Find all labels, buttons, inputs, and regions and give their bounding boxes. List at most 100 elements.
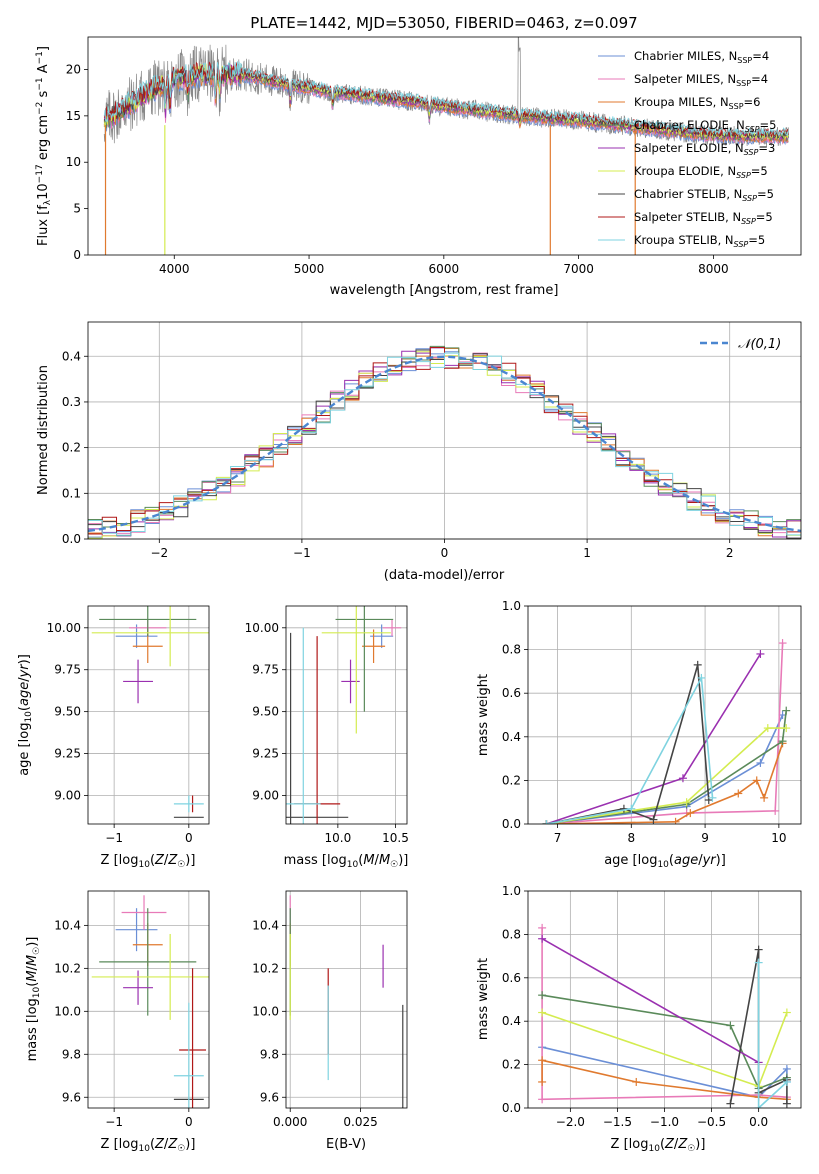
weight-marker: [678, 774, 687, 783]
error-bars: [289, 895, 404, 1108]
weight-marker: [778, 737, 787, 746]
y-tick-label: 10.4: [54, 918, 81, 932]
weight-marker: [538, 991, 547, 1000]
weight-lines: [542, 639, 791, 824]
grid: [286, 891, 407, 1108]
y-tick-label: 9.25: [54, 747, 81, 761]
z-age-panel: −1 0 9.00 9.25 9.50 9.75 10.00 Z [log10(Z/Z☉)]…: [17, 605, 210, 870]
y-tick-label: 10.4: [252, 918, 279, 932]
weight-marker: [782, 1099, 791, 1108]
weight-marker: [538, 1056, 547, 1065]
residual-histogram: [88, 352, 801, 539]
z-age-xlabel: Z [log10(Z/Z☉)]: [101, 853, 196, 870]
z-mass-xlabel: Z [log10(Z/Z☉)]: [101, 1137, 196, 1154]
y-tick-label: 0.8: [502, 927, 521, 941]
legend-label: Salpeter STELIB, NSSP=5: [634, 210, 773, 226]
y-tick-label: 0.4: [502, 730, 521, 744]
y-tick-label: 0.0: [502, 817, 521, 831]
model-spectrum-line: [103, 64, 789, 142]
error-bar-point: [173, 795, 204, 813]
x-tick-label: 0.0: [749, 1115, 768, 1129]
ticks: −2.0 −1.5 −1.0 −0.5 0.0 0.0 0.2 0.4 0.6 0.8 1.0: [502, 884, 768, 1129]
weight-marker: [697, 673, 706, 682]
y-tick-label: 1.0: [502, 884, 521, 898]
weight-series-line: [546, 714, 784, 824]
error-bar-point: [362, 629, 386, 664]
error-bar-point: [179, 968, 207, 1108]
weight-marker: [756, 758, 765, 767]
weight-series-line: [546, 664, 710, 824]
weight-series-line: [546, 653, 762, 824]
weight-marker: [671, 817, 680, 824]
age-weight-xlabel: age [log10(age/yr)]: [604, 853, 726, 870]
z-age-ylabel: age [log10(age/yr)]: [17, 654, 34, 776]
y-tick-label: 9.50: [252, 705, 279, 719]
weight-marker: [538, 1077, 547, 1086]
mass-age-panel: 10.0 10.5 9.00 9.25 9.50 9.75 10.00 mass [log1…: [245, 605, 409, 870]
y-tick-label: 0.6: [502, 686, 521, 700]
y-tick-label: 9.6: [260, 1090, 279, 1104]
residual-plot-area: −2 −1 0 1 2 0.0 0.1 0.2 0.3 0.4 𝒩(0,1): [62, 321, 802, 560]
spectrum-lines: [103, 37, 790, 255]
weight-marker: [708, 793, 717, 802]
z-weight-ylabel: mass weight: [476, 958, 491, 1040]
weight-marker: [752, 776, 761, 785]
y-tick-label: 10.0: [54, 1004, 81, 1018]
ebv-mass-panel: 0.000 0.025 9.6 9.8 10.0 10.2 10.4 E(B-V): [252, 890, 408, 1152]
spectrum-legend: Chabrier MILES, NSSP=4 Salpeter MILES, NS…: [598, 49, 776, 249]
weight-marker: [632, 1077, 641, 1086]
weight-marker: [538, 1008, 547, 1017]
ticks: 0.000 0.025 9.6 9.8 10.0 10.2 10.4: [252, 918, 377, 1129]
y-tick-label: 9.75: [252, 663, 279, 677]
y-tick-label: 10: [66, 155, 81, 169]
x-tick-label: 0: [185, 1115, 193, 1129]
grid: [286, 606, 407, 824]
weight-marker: [754, 1104, 763, 1108]
z-age-plot-area: −1 0 9.00 9.25 9.50 9.75 10.00: [47, 605, 210, 845]
weight-marker: [771, 806, 780, 815]
legend-label: Chabrier STELIB, NSSP=5: [634, 187, 774, 203]
x-tick-label: 0: [441, 546, 449, 560]
x-tick-label: 7: [554, 831, 562, 845]
mass-age-xlabel: mass [log10(M/M☉)]: [284, 853, 409, 870]
ticks: 10.0 10.5 9.00 9.25 9.50 9.75 10.00: [245, 621, 409, 845]
weight-marker: [754, 945, 763, 954]
residual-histogram: [88, 349, 801, 539]
weight-marker: [538, 1095, 547, 1104]
axes-frame: [87, 605, 210, 825]
x-tick-label: −0.5: [697, 1115, 726, 1129]
x-tick-label: 4000: [159, 262, 190, 276]
x-tick-label: −1: [105, 1115, 123, 1129]
legend-label: Kroupa MILES, NSSP=6: [634, 95, 760, 111]
error-bar-point: [99, 606, 197, 637]
x-tick-label: −1.0: [650, 1115, 679, 1129]
weight-marker: [649, 815, 658, 824]
y-tick-label: 9.8: [260, 1047, 279, 1061]
y-tick-label: 10.2: [252, 961, 279, 975]
error-bar-point: [173, 1002, 204, 1108]
spectrum-xlabel: wavelength [Angstrom, rest frame]: [330, 283, 559, 298]
ebv-mass-plot-area: 0.000 0.025 9.6 9.8 10.0 10.2 10.4: [252, 890, 408, 1129]
x-tick-label: 9: [701, 831, 709, 845]
weight-series-line: [541, 994, 788, 1090]
y-tick-label: 9.25: [252, 747, 279, 761]
weight-marker: [627, 804, 636, 813]
weight-marker: [782, 706, 791, 715]
y-tick-label: 10.0: [252, 1004, 279, 1018]
axes-frame: [285, 890, 408, 1109]
y-tick-label: 15: [66, 109, 81, 123]
x-tick-label: 10: [771, 831, 786, 845]
x-tick-label: −1: [293, 546, 311, 560]
x-tick-label: 8: [627, 831, 635, 845]
error-bar-point: [286, 627, 321, 824]
weight-marker: [734, 789, 743, 798]
histograms: [88, 345, 801, 539]
z-mass-ylabel: mass [log10(M/M☉)]: [25, 937, 42, 1062]
age-weight-ylabel: mass weight: [476, 674, 491, 756]
mass-age-plot-area: 10.0 10.5 9.00 9.25 9.50 9.75 10.00: [245, 605, 409, 845]
error-bar-point: [121, 895, 167, 930]
y-tick-label: 1.0: [502, 599, 521, 613]
axes-frame: [87, 890, 210, 1109]
age-weight-plot-area: 7 8 9 10 0.0 0.2 0.4 0.6 0.8 1.0: [502, 599, 802, 845]
axes-frame: [285, 605, 408, 825]
